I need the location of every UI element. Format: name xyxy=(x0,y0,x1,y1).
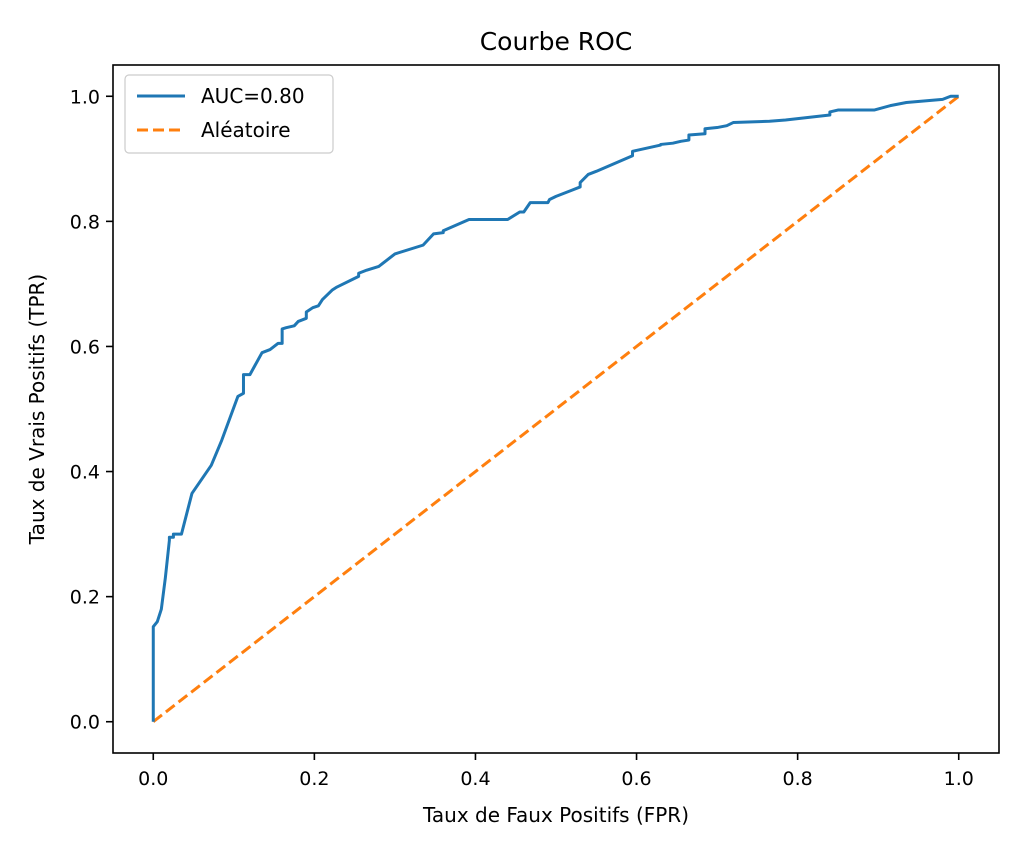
y-tick-label: 0.2 xyxy=(70,587,100,609)
roc-curve-line xyxy=(151,94,959,722)
x-tick-label: 0.2 xyxy=(299,768,329,790)
series-layer xyxy=(151,94,960,723)
x-axis-label: Taux de Faux Positifs (FPR) xyxy=(422,803,689,827)
ticks-layer: 0.0 0.2 0.4 0.6 0.8 1.0 0.0 0.2 0.4 0.6 0.8 1.0 xyxy=(70,86,974,790)
y-tick-label: 1.0 xyxy=(70,86,100,108)
random-baseline-line xyxy=(152,95,960,723)
legend-label-random: Aléatoire xyxy=(201,118,291,142)
y-tick-label: 0.0 xyxy=(70,712,100,734)
legend: AUC=0.80 Aléatoire xyxy=(124,74,334,154)
x-tick-label: 0.0 xyxy=(138,768,168,790)
chart-title: Courbe ROC xyxy=(480,27,633,56)
y-axis-label: Taux de Vrais Positifs (TPR) xyxy=(25,274,49,545)
y-tick-label: 0.8 xyxy=(70,211,100,233)
x-tick-label: 1.0 xyxy=(944,768,974,790)
legend-label-auc: AUC=0.80 xyxy=(201,84,305,108)
y-tick-label: 0.4 xyxy=(70,462,100,484)
x-tick-label: 0.4 xyxy=(460,768,490,790)
y-tick-label: 0.6 xyxy=(70,336,100,358)
x-tick-label: 0.8 xyxy=(783,768,813,790)
plot-frame xyxy=(112,64,1000,754)
x-tick-label: 0.6 xyxy=(621,768,651,790)
